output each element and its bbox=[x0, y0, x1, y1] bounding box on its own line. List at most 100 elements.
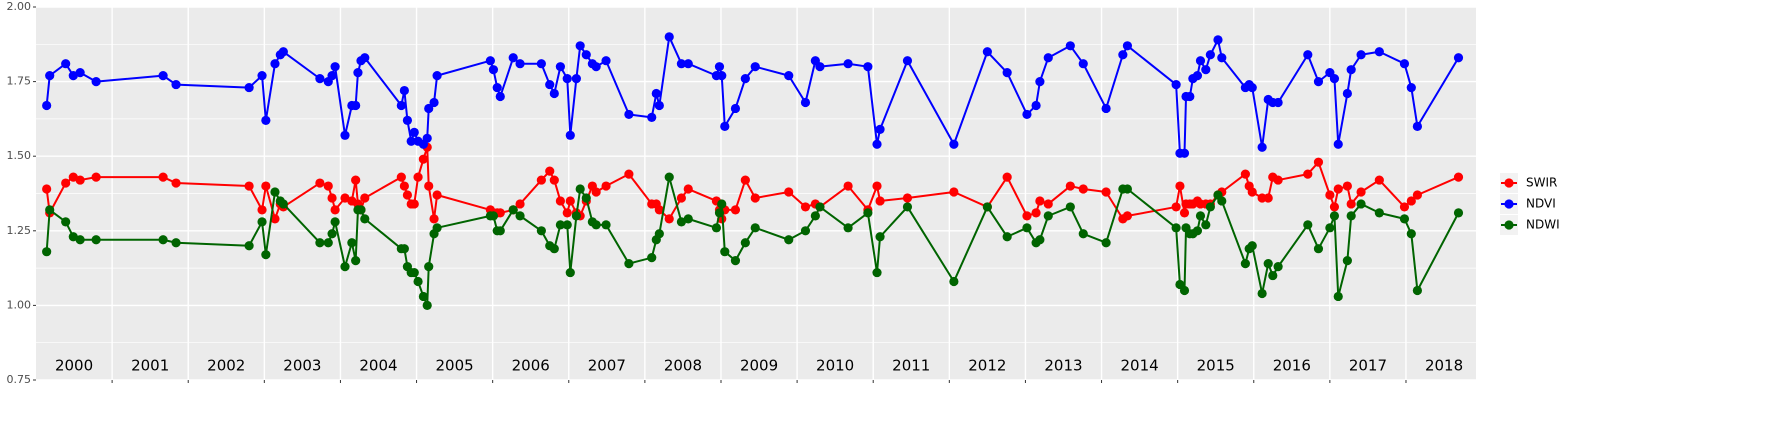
year-label: 2017 bbox=[1349, 357, 1387, 375]
point bbox=[1346, 211, 1356, 221]
point bbox=[949, 276, 959, 287]
point bbox=[68, 232, 78, 242]
point bbox=[800, 202, 811, 212]
point bbox=[591, 220, 601, 230]
point bbox=[515, 211, 525, 221]
point bbox=[591, 62, 601, 72]
y-tick-label: 1.25 bbox=[7, 224, 32, 237]
point bbox=[323, 238, 333, 248]
point bbox=[1356, 187, 1366, 197]
point bbox=[315, 74, 325, 84]
point bbox=[549, 175, 559, 185]
point bbox=[711, 223, 722, 233]
year-label: 2014 bbox=[1121, 357, 1159, 375]
point bbox=[270, 187, 280, 197]
point bbox=[323, 181, 333, 191]
point bbox=[982, 202, 992, 212]
y-tick-label: 1.00 bbox=[7, 298, 32, 311]
year-label: 2010 bbox=[816, 357, 854, 375]
point bbox=[581, 193, 591, 203]
point bbox=[1118, 50, 1128, 60]
point bbox=[158, 71, 168, 81]
point bbox=[261, 250, 271, 260]
point bbox=[1035, 235, 1045, 245]
point bbox=[562, 74, 572, 84]
point bbox=[1179, 208, 1190, 218]
year-label: 2006 bbox=[512, 357, 550, 375]
point bbox=[1268, 270, 1278, 281]
series-ndvi bbox=[42, 32, 1464, 158]
point bbox=[61, 217, 71, 227]
point bbox=[1333, 291, 1343, 302]
point bbox=[654, 100, 664, 111]
point bbox=[949, 139, 959, 149]
point bbox=[1333, 139, 1343, 149]
point bbox=[1406, 196, 1416, 206]
point bbox=[1171, 223, 1181, 233]
point bbox=[1399, 59, 1410, 69]
point bbox=[624, 169, 634, 179]
point bbox=[800, 97, 811, 108]
point bbox=[683, 184, 693, 194]
point bbox=[347, 238, 357, 248]
point bbox=[1171, 202, 1181, 212]
point bbox=[843, 223, 853, 233]
point bbox=[45, 205, 55, 215]
point bbox=[1101, 187, 1111, 197]
point bbox=[1263, 259, 1273, 269]
point bbox=[555, 196, 565, 206]
point bbox=[1185, 91, 1195, 102]
point bbox=[495, 226, 505, 236]
point bbox=[1192, 226, 1203, 236]
point bbox=[1257, 288, 1267, 299]
point bbox=[1303, 169, 1313, 179]
point bbox=[1346, 65, 1356, 75]
point bbox=[1078, 59, 1088, 69]
point bbox=[432, 223, 442, 233]
point bbox=[1122, 211, 1133, 221]
year-label: 2000 bbox=[55, 357, 93, 375]
point bbox=[536, 59, 546, 69]
point bbox=[261, 115, 271, 125]
point bbox=[409, 127, 419, 137]
point bbox=[750, 62, 760, 72]
point bbox=[330, 205, 340, 215]
point bbox=[91, 172, 101, 182]
point bbox=[327, 193, 337, 203]
point bbox=[1101, 103, 1111, 114]
point bbox=[360, 214, 370, 224]
point bbox=[171, 79, 181, 90]
point bbox=[340, 130, 350, 140]
point bbox=[1043, 199, 1053, 209]
point bbox=[872, 181, 882, 191]
point bbox=[875, 124, 885, 134]
point bbox=[1329, 211, 1340, 221]
point bbox=[1022, 223, 1032, 233]
point bbox=[683, 59, 693, 69]
point bbox=[351, 100, 361, 111]
point bbox=[327, 71, 337, 81]
point bbox=[720, 121, 730, 131]
point bbox=[432, 71, 442, 81]
point bbox=[1201, 65, 1211, 75]
year-label: 2002 bbox=[207, 357, 245, 375]
point bbox=[815, 202, 825, 212]
point bbox=[257, 205, 267, 215]
year-label: 2001 bbox=[131, 357, 169, 375]
point bbox=[1065, 202, 1075, 212]
point bbox=[488, 211, 499, 221]
point bbox=[356, 205, 366, 215]
point bbox=[1201, 220, 1211, 230]
point bbox=[902, 56, 913, 66]
point bbox=[75, 68, 85, 78]
point bbox=[1213, 35, 1223, 45]
point bbox=[1078, 184, 1088, 194]
point bbox=[1122, 41, 1133, 51]
point bbox=[664, 32, 674, 42]
point bbox=[244, 241, 254, 251]
point bbox=[424, 103, 434, 114]
point bbox=[676, 193, 687, 203]
point bbox=[315, 178, 325, 188]
